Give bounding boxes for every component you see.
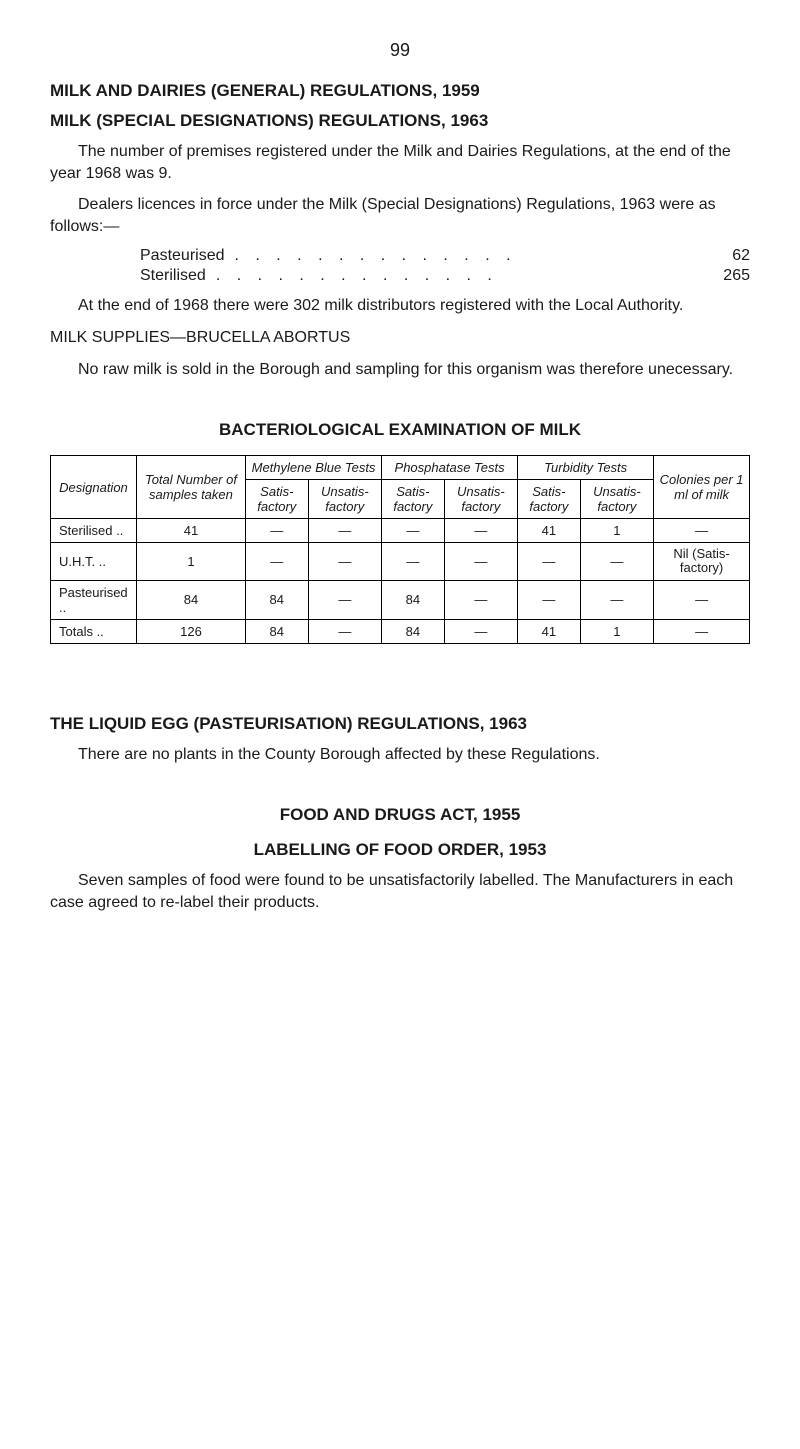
cell: 41 (518, 519, 581, 543)
cell: — (654, 519, 750, 543)
cell: — (654, 619, 750, 643)
cell: — (580, 580, 654, 619)
licence-label: Sterilised (140, 267, 206, 285)
cell: 1 (580, 519, 654, 543)
heading-liquid-egg: THE LIQUID EGG (PASTEURISATION) REGULATI… (50, 714, 750, 734)
cell: — (518, 543, 581, 581)
col-meth-unsatis: Unsatis- factory (308, 480, 382, 519)
col-turbidity: Turbidity Tests (518, 456, 654, 480)
cell: — (382, 519, 445, 543)
licence-row-pasteurised: Pasteurised . . . . . . . . . . . . . . … (140, 247, 750, 265)
cell-nil: Nil (Satis- factory) (654, 543, 750, 581)
paragraph-labelling: Seven samples of food were found to be u… (50, 870, 750, 913)
paragraph-premises: The number of premises registered under … (50, 141, 750, 184)
bacteriological-table: Designation Total Number of samples take… (50, 455, 750, 644)
cell: — (308, 580, 382, 619)
col-colonies: Colonies per 1 ml of milk (654, 456, 750, 519)
paragraph-dealers: Dealers licences in force under the Milk… (50, 194, 750, 237)
cell-designation: Totals .. (51, 619, 137, 643)
cell-total: 84 (136, 580, 245, 619)
heading-food-drugs: FOOD AND DRUGS ACT, 1955 (50, 805, 750, 825)
col-phos-unsatis: Unsatis- factory (444, 480, 518, 519)
licence-value: 62 (690, 247, 750, 265)
licence-value: 265 (690, 267, 750, 285)
cell: — (654, 580, 750, 619)
licence-row-sterilised: Sterilised . . . . . . . . . . . . . . 2… (140, 267, 750, 285)
col-phosphatase: Phosphatase Tests (382, 456, 518, 480)
cell: 84 (246, 619, 309, 643)
cell: — (308, 619, 382, 643)
cell: — (246, 519, 309, 543)
cell-designation: Sterilised .. (51, 519, 137, 543)
cell: — (444, 519, 518, 543)
cell: 41 (518, 619, 581, 643)
paragraph-distributors: At the end of 1968 there were 302 milk d… (50, 295, 750, 317)
col-phos-satis: Satis- factory (382, 480, 445, 519)
heading-labelling: LABELLING OF FOOD ORDER, 1953 (50, 840, 750, 860)
dots-fill: . . . . . . . . . . . . . . (225, 247, 691, 265)
cell: — (308, 519, 382, 543)
cell-designation: U.H.T. .. (51, 543, 137, 581)
col-turb-satis: Satis- factory (518, 480, 581, 519)
cell: — (444, 543, 518, 581)
col-methylene: Methylene Blue Tests (246, 456, 382, 480)
cell: — (382, 543, 445, 581)
cell: — (308, 543, 382, 581)
cell: 1 (580, 619, 654, 643)
cell: — (518, 580, 581, 619)
cell: 84 (382, 619, 445, 643)
table-header-row-1: Designation Total Number of samples take… (51, 456, 750, 480)
cell: — (444, 619, 518, 643)
paragraph-brucella: No raw milk is sold in the Borough and s… (50, 359, 750, 381)
cell: — (444, 580, 518, 619)
cell-total: 126 (136, 619, 245, 643)
col-meth-satis: Satis- factory (246, 480, 309, 519)
cell: 84 (382, 580, 445, 619)
cell-total: 1 (136, 543, 245, 581)
col-designation: Designation (51, 456, 137, 519)
col-total: Total Number of samples taken (136, 456, 245, 519)
milk-supplies-heading: MILK SUPPLIES—BRUCELLA ABORTUS (50, 327, 750, 349)
col-turb-unsatis: Unsatis- factory (580, 480, 654, 519)
cell-total: 41 (136, 519, 245, 543)
paragraph-liquid-egg: There are no plants in the County Boroug… (50, 744, 750, 766)
cell: 84 (246, 580, 309, 619)
page-number: 99 (50, 40, 750, 61)
table-totals-row: Totals .. 126 84 — 84 — 41 1 — (51, 619, 750, 643)
cell: — (246, 543, 309, 581)
cell: — (580, 543, 654, 581)
heading-milk-special: MILK (SPECIAL DESIGNATIONS) REGULATIONS,… (50, 111, 750, 131)
table-row: Sterilised .. 41 — — — — 41 1 — (51, 519, 750, 543)
table-row: Pasteurised .. 84 84 — 84 — — — — (51, 580, 750, 619)
table-heading: BACTERIOLOGICAL EXAMINATION OF MILK (50, 420, 750, 440)
dots-fill: . . . . . . . . . . . . . . (206, 267, 690, 285)
heading-milk-dairies: MILK AND DAIRIES (GENERAL) REGULATIONS, … (50, 81, 750, 101)
cell-designation: Pasteurised .. (51, 580, 137, 619)
table-row: U.H.T. .. 1 — — — — — — Nil (Satis- fact… (51, 543, 750, 581)
licence-label: Pasteurised (140, 247, 225, 265)
